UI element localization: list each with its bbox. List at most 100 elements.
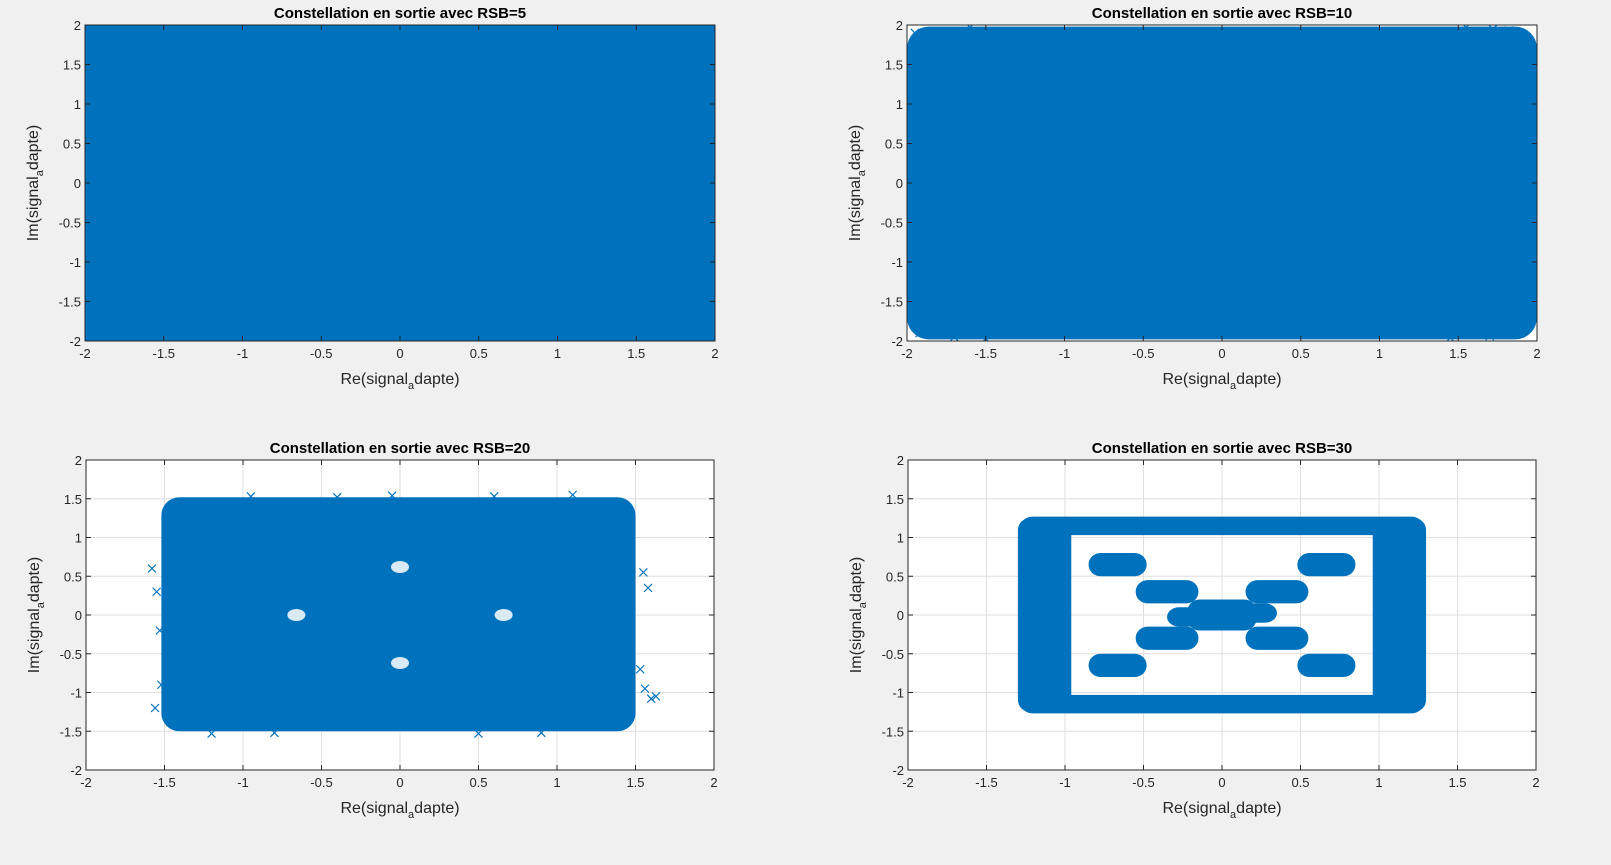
scatter-point xyxy=(489,492,499,501)
x-axis-label-tail: dapte) xyxy=(1236,800,1281,817)
y-tick-label: 0 xyxy=(75,608,82,623)
x-tick-label: 1.5 xyxy=(1449,346,1467,361)
y-tick-label: 1.5 xyxy=(885,58,903,73)
chart-title: Constellation en sortie avec RSB=10 xyxy=(1092,5,1353,22)
y-axis-label-sub: a xyxy=(857,601,869,608)
y-tick-label: -1.5 xyxy=(59,295,81,310)
x-axis-label-sub: a xyxy=(1230,380,1237,392)
scatter-point xyxy=(1521,37,1531,47)
scatter-point xyxy=(705,25,715,32)
chart-title: Constellation en sortie avec RSB=5 xyxy=(274,5,526,22)
y-axis-label-tail: dapte) xyxy=(847,125,864,170)
y-tick-label: -1 xyxy=(69,255,81,270)
scatter-point xyxy=(269,728,279,738)
scatter-cluster xyxy=(1135,580,1199,604)
scatter-point xyxy=(1461,25,1471,32)
data-layer xyxy=(907,25,1537,341)
scatter-point xyxy=(1485,331,1495,341)
x-axis-label: Re(signaladapte) xyxy=(340,800,459,821)
y-axis-label-main: Im(signal xyxy=(848,608,865,673)
chart-title: Constellation en sortie avec RSB=30 xyxy=(1092,440,1353,457)
scatter-point xyxy=(915,328,925,338)
scatter-cluster xyxy=(1297,553,1356,577)
y-tick-label: 0 xyxy=(896,176,903,191)
x-tick-label: -1.5 xyxy=(153,346,175,361)
x-tick-label: -1 xyxy=(237,775,249,790)
x-tick-label: 0.5 xyxy=(470,346,488,361)
chart-title: Constellation en sortie avec RSB=20 xyxy=(270,440,531,457)
subplot-4: -2 -1.5 -1 -0.5 0 0.5 1 1.5 2 -2 -1.5 -1 -0.5 0 0.5 1 1.… xyxy=(848,440,1540,821)
scatter-sparse-spot xyxy=(287,609,306,621)
x-axis-label: Re(signaladapte) xyxy=(340,371,459,392)
x-axis-label-tail: dapte) xyxy=(414,800,459,817)
scatter-point xyxy=(1516,328,1526,338)
subplot-2: -2 -1.5 -1 -0.5 0 0.5 1 1.5 2 -2 -1.5 -1 -0.5 0 0.5 1 1.… xyxy=(847,5,1541,392)
y-tick-label: 1.5 xyxy=(64,492,82,507)
scatter-point xyxy=(152,587,162,597)
scatter-dense-region xyxy=(161,497,636,732)
scatter-point xyxy=(207,729,217,738)
scatter-point xyxy=(643,583,653,593)
y-tick-label: -2 xyxy=(69,334,81,349)
x-axis-label-main: Re(signal xyxy=(340,371,408,388)
scatter-sparse-spot xyxy=(494,609,513,621)
scatter-point xyxy=(568,490,578,500)
x-tick-label: 2 xyxy=(710,775,717,790)
scatter-cluster xyxy=(1167,607,1215,627)
data-layer xyxy=(85,25,715,341)
y-axis-label-main: Im(signal xyxy=(25,176,42,241)
x-axis-label: Re(signaladapte) xyxy=(1162,800,1281,821)
x-tick-label: -0.5 xyxy=(310,346,332,361)
x-axis-label-sub: a xyxy=(1230,809,1237,821)
x-tick-label: -2 xyxy=(902,775,914,790)
x-axis-label-tail: dapte) xyxy=(414,371,459,388)
x-tick-label: 0 xyxy=(396,346,403,361)
x-tick-label: -1.5 xyxy=(975,775,997,790)
x-tick-label: 0 xyxy=(396,775,403,790)
x-axis-label-main: Re(signal xyxy=(1162,371,1230,388)
y-tick-label: -0.5 xyxy=(881,216,903,231)
x-tick-label: 1.5 xyxy=(626,775,644,790)
y-axis-label-main: Im(signal xyxy=(847,176,864,241)
x-axis-label-sub: a xyxy=(408,809,415,821)
y-axis-label-main: Im(signal xyxy=(26,608,43,673)
y-tick-label: -0.5 xyxy=(882,647,904,662)
scatter-point xyxy=(1516,30,1526,39)
x-tick-label: 1.5 xyxy=(627,346,645,361)
y-tick-label: -0.5 xyxy=(59,216,81,231)
scatter-point xyxy=(147,564,157,573)
scatter-cluster xyxy=(1245,580,1309,604)
scatter-cluster xyxy=(1088,553,1147,577)
x-tick-label: -1 xyxy=(1059,775,1071,790)
scatter-cluster xyxy=(1088,653,1147,677)
y-axis-label: Im(signaladapte) xyxy=(25,125,46,241)
y-tick-label: 0.5 xyxy=(886,569,904,584)
scatter-point xyxy=(941,26,951,36)
x-tick-label: 0 xyxy=(1218,346,1225,361)
x-tick-label: 0.5 xyxy=(1291,775,1309,790)
scatter-point xyxy=(646,694,656,704)
scatter-point xyxy=(156,680,166,690)
scatter-sparse-spot xyxy=(391,560,409,573)
scatter-point xyxy=(926,32,936,42)
scatter-point xyxy=(635,664,645,674)
y-axis-label-tail: dapte) xyxy=(25,125,42,170)
x-tick-label: -0.5 xyxy=(1132,346,1154,361)
x-tick-label: 1 xyxy=(1376,346,1383,361)
scatter-dense-region xyxy=(907,26,1537,340)
y-tick-label: 1 xyxy=(896,97,903,112)
scatter-point xyxy=(965,25,975,32)
scatter-point xyxy=(1524,319,1534,329)
x-axis-label-tail: dapte) xyxy=(1236,371,1281,388)
y-tick-label: 1 xyxy=(74,97,81,112)
y-axis-label: Im(signaladapte) xyxy=(848,557,869,673)
x-tick-label: 1.5 xyxy=(1448,775,1466,790)
x-tick-label: -1 xyxy=(1059,346,1071,361)
y-tick-label: -1.5 xyxy=(60,724,82,739)
subplot-3: -2 -1.5 -1 -0.5 0 0.5 1 1.5 2 -2 -1.5 -1 -0.5 0 0.5 1 1.… xyxy=(26,440,718,821)
scatter-point xyxy=(155,626,165,635)
subplot-1: -2 -1.5 -1 -0.5 0 0.5 1 1.5 2 -2 -1.5 -1 -0.5 0 0.5 1 1.… xyxy=(25,5,719,392)
y-tick-label: 2 xyxy=(75,453,82,468)
y-axis-label: Im(signaladapte) xyxy=(26,557,47,673)
